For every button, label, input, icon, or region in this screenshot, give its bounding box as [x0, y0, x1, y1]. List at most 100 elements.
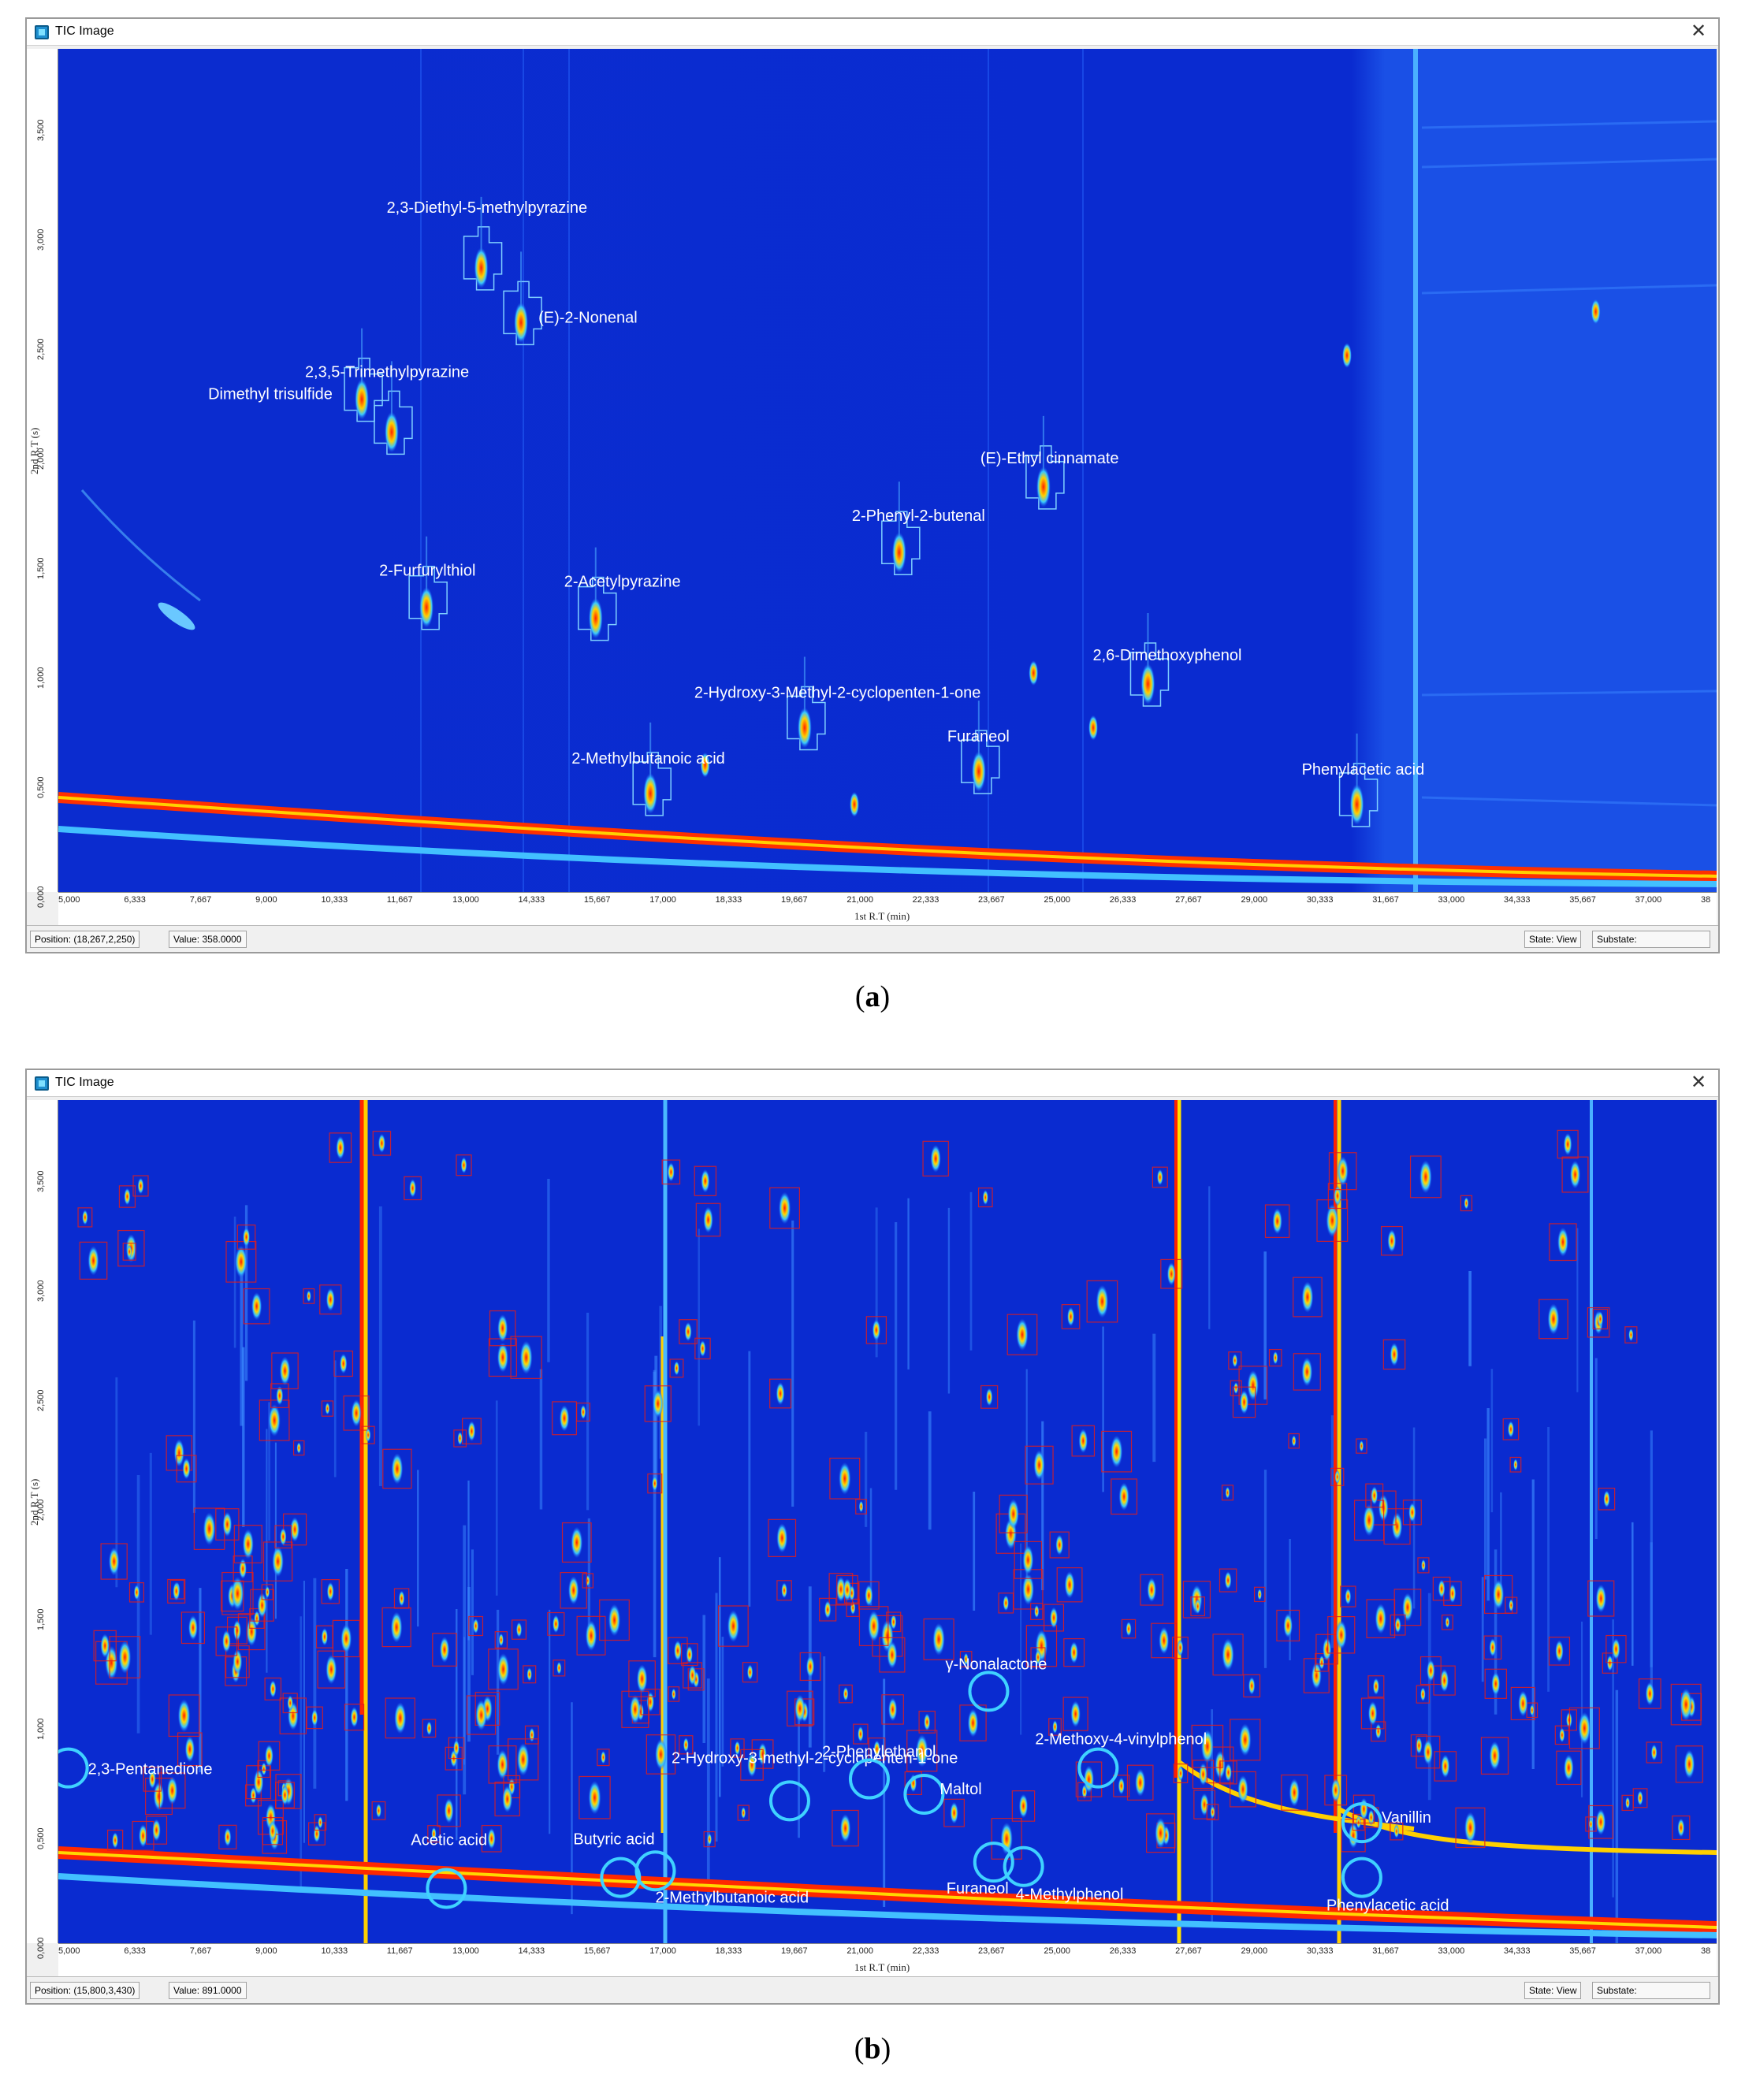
- peak-spot[interactable]: [1022, 1573, 1035, 1605]
- peak-spot[interactable]: [1049, 1607, 1059, 1629]
- peak-spot[interactable]: [673, 1640, 682, 1661]
- peak-spot[interactable]: [184, 1736, 195, 1763]
- peak-spot[interactable]: [1016, 1318, 1029, 1351]
- peak-spot[interactable]: [398, 1590, 405, 1607]
- peak-spot[interactable]: [781, 1582, 787, 1599]
- peak-spot[interactable]: [872, 1319, 881, 1341]
- peak-spot[interactable]: [1387, 1229, 1397, 1253]
- peak-spot[interactable]: [188, 1615, 198, 1641]
- peak-spot[interactable]: [1118, 1777, 1125, 1795]
- peak-spot[interactable]: [1083, 1765, 1095, 1793]
- peak-spot[interactable]: [1421, 1559, 1426, 1571]
- peak-spot[interactable]: [915, 1734, 928, 1767]
- peak-spot[interactable]: [1222, 1638, 1234, 1671]
- peak-spot[interactable]: [138, 1824, 147, 1848]
- peak-spot[interactable]: [653, 1389, 664, 1418]
- peak-spot[interactable]: [567, 1576, 579, 1605]
- peak-spot[interactable]: [246, 1617, 258, 1646]
- peak-spot[interactable]: [1272, 1208, 1282, 1235]
- peak-spot[interactable]: [467, 1421, 476, 1442]
- peak-spot[interactable]: [1210, 1805, 1215, 1819]
- peak-spot[interactable]: [1402, 1593, 1413, 1622]
- peak-spot[interactable]: [487, 1827, 496, 1849]
- peak-spot[interactable]: [1547, 1303, 1560, 1335]
- peak-spot[interactable]: [1301, 1281, 1314, 1313]
- peak-spot[interactable]: [100, 1634, 110, 1658]
- peak-spot[interactable]: [688, 1665, 697, 1686]
- peak-spot[interactable]: [1323, 1637, 1332, 1662]
- peak-spot[interactable]: [932, 1622, 945, 1656]
- peak-spot[interactable]: [1066, 1306, 1075, 1327]
- peak-spot[interactable]: [242, 1227, 251, 1247]
- peak-spot[interactable]: [453, 1739, 460, 1756]
- peak-spot[interactable]: [839, 1462, 851, 1495]
- peak-spot[interactable]: [873, 1740, 880, 1758]
- peak-spot[interactable]: [1569, 1160, 1581, 1189]
- peak-spot[interactable]: [1441, 1754, 1450, 1778]
- peak-spot[interactable]: [313, 1824, 321, 1843]
- peak-spot[interactable]: [426, 1721, 432, 1736]
- peak-spot[interactable]: [1147, 1578, 1157, 1603]
- peak-spot[interactable]: [707, 1833, 713, 1845]
- peak-spot[interactable]: [1419, 1160, 1432, 1194]
- peak-spot[interactable]: [1408, 1502, 1416, 1522]
- peak-spot[interactable]: [268, 1820, 277, 1842]
- peak-spot[interactable]: [272, 1545, 285, 1578]
- highlight-circle[interactable]: [1003, 1845, 1044, 1887]
- peak-spot[interactable]: [1110, 1435, 1123, 1468]
- peak-spot[interactable]: [727, 1610, 740, 1643]
- peak-spot[interactable]: [930, 1144, 941, 1173]
- peak-spot[interactable]: [1326, 1203, 1339, 1238]
- peak-spot[interactable]: [824, 1600, 832, 1619]
- peak-spot[interactable]: [868, 1610, 880, 1642]
- highlight-circle[interactable]: [426, 1868, 467, 1909]
- peak-spot[interactable]: [112, 1832, 119, 1849]
- peak-spot[interactable]: [1680, 1688, 1692, 1721]
- peak-spot[interactable]: [1513, 1459, 1518, 1471]
- peak-spot[interactable]: [290, 1517, 300, 1542]
- peak-spot[interactable]: [1492, 1579, 1505, 1610]
- peak-spot[interactable]: [735, 1741, 740, 1756]
- peak-spot[interactable]: [1371, 1486, 1379, 1505]
- peak-spot[interactable]: [221, 1630, 231, 1653]
- peak-spot[interactable]: [1088, 715, 1099, 741]
- peak-spot[interactable]: [497, 1314, 508, 1343]
- peak-spot[interactable]: [515, 1622, 523, 1637]
- peak-spot[interactable]: [1029, 660, 1039, 686]
- peak-spot[interactable]: [1036, 466, 1051, 507]
- peak-spot[interactable]: [108, 1547, 120, 1576]
- peak-spot[interactable]: [1578, 1712, 1591, 1745]
- peak-spot[interactable]: [321, 1627, 329, 1646]
- peak-spot[interactable]: [776, 1523, 788, 1553]
- peak-spot[interactable]: [967, 1708, 979, 1738]
- peak-spot[interactable]: [1283, 1613, 1293, 1638]
- peak-spot[interactable]: [529, 1727, 535, 1742]
- close-icon[interactable]: ✕: [1690, 20, 1707, 42]
- peak-spot[interactable]: [1367, 1700, 1378, 1726]
- peak-spot[interactable]: [1597, 1310, 1604, 1327]
- peak-spot[interactable]: [571, 1526, 583, 1559]
- peak-spot[interactable]: [1237, 1775, 1248, 1804]
- peak-spot[interactable]: [280, 1527, 287, 1546]
- peak-spot[interactable]: [222, 1511, 233, 1537]
- peak-spot[interactable]: [1507, 1421, 1514, 1438]
- peak-spot[interactable]: [1491, 1671, 1501, 1696]
- tic-plot-area[interactable]: γ-Nonalactone 2,3-Pentanedione 2-Hydroxy-3…: [58, 1100, 1717, 1943]
- peak-spot[interactable]: [1588, 1818, 1594, 1831]
- peak-spot[interactable]: [1331, 1778, 1341, 1802]
- peak-spot[interactable]: [672, 1688, 676, 1700]
- peak-spot[interactable]: [608, 1604, 621, 1637]
- peak-spot[interactable]: [1003, 1595, 1010, 1611]
- peak-spot[interactable]: [1650, 1744, 1658, 1761]
- peak-spot[interactable]: [646, 1691, 655, 1712]
- peak-spot[interactable]: [514, 302, 529, 344]
- peak-spot[interactable]: [1509, 1599, 1514, 1612]
- peak-spot[interactable]: [701, 1169, 710, 1193]
- peak-spot[interactable]: [502, 1785, 513, 1813]
- peak-spot[interactable]: [1064, 1570, 1075, 1599]
- peak-spot[interactable]: [1177, 1639, 1184, 1656]
- peak-spot[interactable]: [1033, 1450, 1045, 1481]
- peak-spot[interactable]: [1427, 1660, 1435, 1682]
- peak-spot[interactable]: [473, 1618, 479, 1634]
- peak-spot[interactable]: [475, 1699, 487, 1731]
